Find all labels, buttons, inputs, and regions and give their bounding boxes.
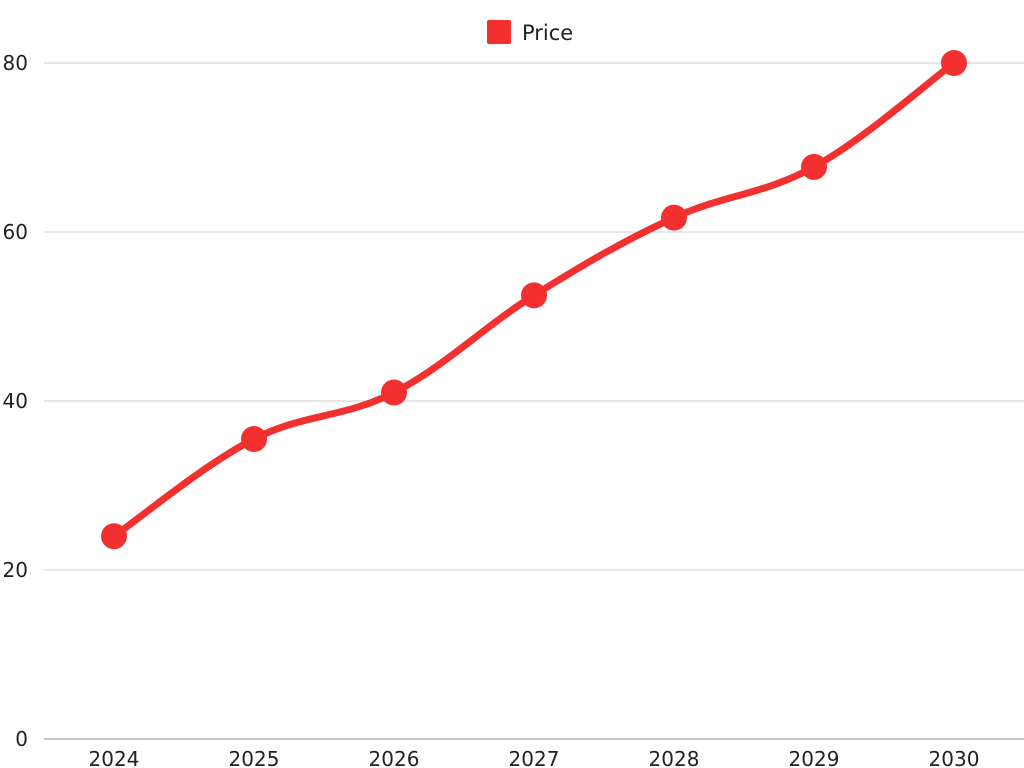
data-point-2029 [801, 153, 827, 180]
data-point-2030 [941, 50, 967, 76]
legend-label-price: Price [522, 21, 573, 45]
data-point-2027 [521, 282, 547, 309]
data-point-2025 [241, 426, 267, 453]
data-point-2024 [101, 523, 127, 550]
data-point-2028 [661, 204, 687, 231]
y-tick-label: 80 [3, 51, 28, 75]
x-tick-label: 2030 [929, 747, 980, 768]
x-tick-label: 2026 [369, 747, 420, 768]
series-layer [101, 50, 967, 550]
grid-layer [44, 62, 1024, 740]
legend: Price [487, 20, 573, 45]
x-tick-label: 2025 [229, 747, 280, 768]
y-axis-ticks: 0 20 40 60 80 [3, 51, 28, 751]
x-axis-ticks: 2024 2025 2026 2027 2028 2029 2030 [89, 747, 980, 768]
y-tick-label: 40 [3, 389, 28, 413]
y-tick-label: 60 [3, 220, 28, 244]
data-point-2026 [381, 379, 407, 406]
x-tick-label: 2027 [509, 747, 560, 768]
legend-swatch-price [487, 20, 511, 44]
y-tick-label: 0 [15, 727, 28, 751]
y-tick-label: 20 [3, 558, 28, 582]
x-tick-label: 2029 [789, 747, 840, 768]
x-tick-label: 2028 [649, 747, 700, 768]
x-tick-label: 2024 [89, 747, 140, 768]
